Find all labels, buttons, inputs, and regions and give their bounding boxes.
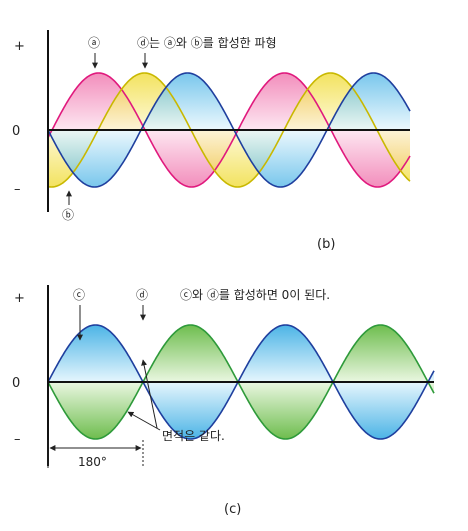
panel-b-zero-label: 0: [12, 124, 20, 139]
wave-c-line: [47, 324, 435, 440]
label-sum-caption: ⓒ와 ⓓ를 합성하면 0이 된다.: [180, 288, 330, 302]
panel-c-plus-label: +: [14, 291, 25, 306]
panel-c-minus-label: –: [14, 432, 21, 447]
label-d-caption: ⓓ는 ⓐ와 ⓑ를 합성한 파형: [137, 36, 277, 50]
label-a: ⓐ: [88, 36, 100, 50]
wave-b-line: [47, 72, 411, 188]
area-arrow-1: [141, 359, 158, 429]
wave-d-line: [47, 72, 411, 188]
label-c: ⓒ: [73, 288, 85, 302]
panel-c-zero-label: 0: [12, 376, 20, 391]
panel-b-plus-label: +: [14, 39, 25, 54]
label-b: ⓑ: [62, 208, 74, 222]
phase-label: 180°: [78, 455, 107, 469]
area-note: 면적은 같다.: [162, 429, 225, 443]
caption-b: (b): [317, 237, 335, 252]
wave-a-line: [47, 72, 411, 188]
area-arrow-2: [127, 411, 161, 431]
panel-c: + 0 – ⓒ ⓓ ⓒ와 ⓓ를 합성하면 0이 된다. 면적은 같다. 180°…: [12, 285, 435, 517]
caption-c: (c): [224, 502, 241, 517]
panel-b-minus-label: –: [14, 182, 21, 197]
panel-b: + 0 – ⓐ ⓓ는 ⓐ와 ⓑ를 합성한 파형 ⓑ (b): [12, 30, 411, 252]
label-d: ⓓ: [136, 288, 148, 302]
wave-d2-line: [47, 324, 435, 440]
